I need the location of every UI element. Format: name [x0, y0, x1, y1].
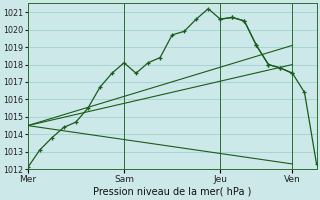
X-axis label: Pression niveau de la mer( hPa ): Pression niveau de la mer( hPa )	[93, 187, 251, 197]
